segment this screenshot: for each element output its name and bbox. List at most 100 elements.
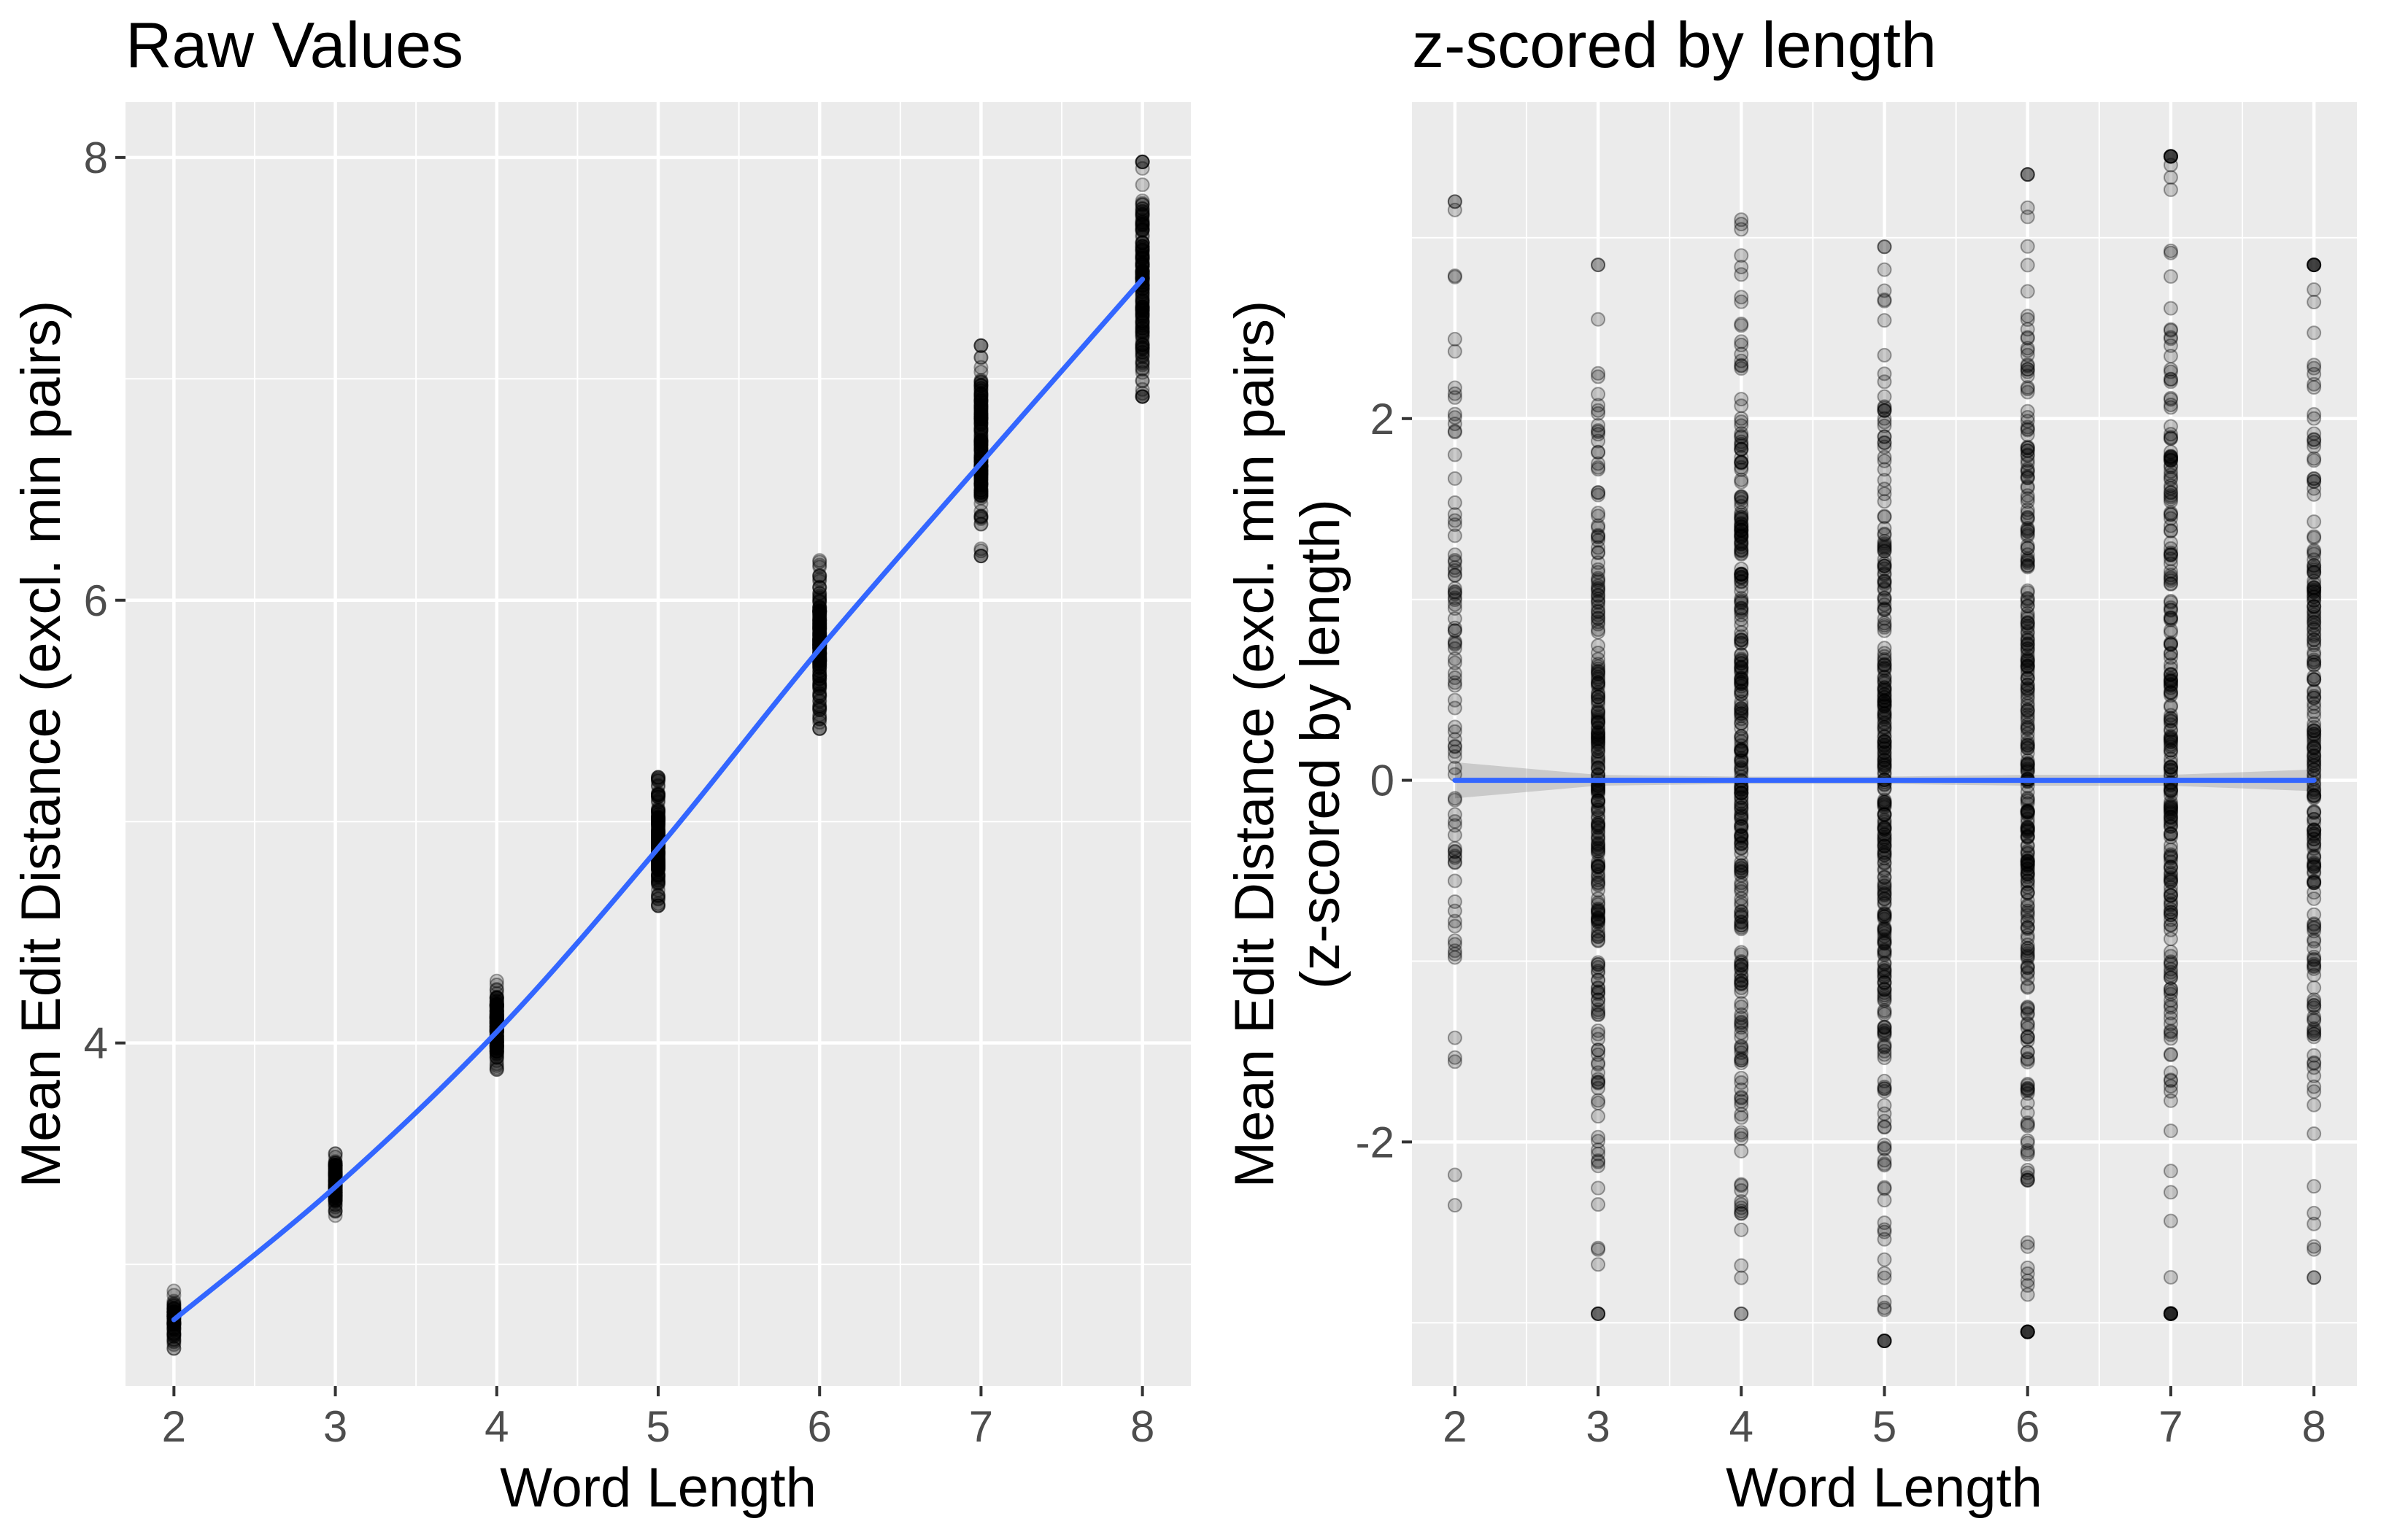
data-point	[2020, 284, 2035, 299]
data-point	[2307, 605, 2322, 620]
data-point	[651, 875, 665, 890]
data-point	[651, 858, 665, 873]
data-point	[1734, 697, 1749, 713]
data-point	[1877, 922, 1892, 937]
data-point	[1734, 601, 1749, 616]
data-point	[812, 571, 827, 587]
data-point	[489, 997, 504, 1013]
data-point	[1877, 752, 1892, 767]
data-point	[2020, 651, 2035, 666]
data-point	[1591, 859, 1606, 875]
data-point	[812, 590, 827, 606]
data-point	[812, 700, 827, 716]
data-point	[1447, 943, 1462, 959]
data-point	[489, 1041, 504, 1056]
data-point	[489, 1003, 504, 1018]
data-point	[1591, 638, 1606, 653]
data-point	[489, 1000, 504, 1015]
data-point	[812, 605, 827, 620]
data-point	[1591, 663, 1606, 678]
data-point	[489, 1013, 504, 1028]
data-point	[1135, 338, 1150, 353]
data-point	[1734, 517, 1749, 532]
data-point	[1877, 734, 1892, 749]
data-point	[1447, 637, 1462, 652]
data-point	[1135, 223, 1150, 238]
data-point	[651, 812, 665, 827]
data-point	[1877, 1043, 1892, 1059]
data-point	[1591, 667, 1606, 682]
data-point	[1877, 956, 1892, 972]
data-point	[1734, 660, 1749, 676]
data-point	[2020, 761, 2035, 776]
data-point	[2020, 558, 2035, 573]
data-point	[973, 338, 989, 353]
data-point	[1447, 894, 1462, 909]
data-point	[973, 398, 989, 413]
data-point	[1591, 816, 1606, 831]
data-point	[651, 898, 665, 913]
data-point	[1591, 901, 1606, 916]
data-point	[1135, 250, 1150, 266]
data-point	[651, 813, 665, 828]
data-point	[2163, 564, 2178, 579]
data-point	[1447, 620, 1462, 635]
data-point	[1877, 1193, 1892, 1208]
data-point	[166, 1332, 182, 1347]
data-point	[651, 806, 665, 821]
data-point	[1447, 331, 1462, 347]
data-point	[1591, 584, 1606, 599]
data-point	[1734, 454, 1749, 470]
data-point	[1734, 878, 1749, 893]
data-point	[1135, 313, 1150, 328]
data-point	[2020, 502, 2035, 517]
data-point	[1877, 411, 1892, 426]
data-point	[1734, 539, 1749, 554]
data-point	[1877, 716, 1892, 732]
data-point	[1734, 569, 1749, 584]
data-point	[651, 829, 665, 844]
data-point	[1447, 651, 1462, 667]
data-point	[1591, 697, 1606, 712]
data-point	[651, 813, 665, 828]
y-axis-title-line-2: (z-scored by length)	[1289, 499, 1351, 989]
data-point	[973, 432, 989, 447]
data-point	[1877, 1302, 1892, 1318]
data-point	[1734, 612, 1749, 627]
data-point	[1877, 653, 1892, 668]
data-point	[1734, 1025, 1749, 1040]
data-point	[1591, 1075, 1606, 1090]
data-point	[1591, 675, 1606, 690]
data-point	[2307, 487, 2322, 502]
data-point	[1135, 217, 1150, 233]
data-point	[1591, 1047, 1606, 1062]
data-point	[1877, 967, 1892, 982]
data-point	[1734, 594, 1749, 609]
data-point	[973, 468, 989, 484]
data-point	[812, 603, 827, 619]
data-point	[1135, 222, 1150, 237]
data-point	[1877, 1098, 1892, 1113]
data-point	[1877, 543, 1892, 559]
data-point	[651, 811, 665, 826]
data-point	[328, 1167, 343, 1183]
data-point	[1591, 1129, 1606, 1145]
data-point	[1135, 299, 1150, 314]
data-point	[1877, 676, 1892, 691]
data-point	[651, 770, 665, 785]
data-point	[1877, 283, 1892, 298]
data-point	[812, 603, 827, 619]
data-point	[1734, 527, 1749, 542]
data-point	[1877, 453, 1892, 468]
data-point	[812, 681, 827, 696]
data-point	[1591, 258, 1606, 273]
data-point	[1591, 905, 1606, 920]
data-point	[1734, 914, 1749, 929]
data-point	[1877, 878, 1892, 894]
data-point	[166, 1298, 182, 1313]
data-point	[1877, 911, 1892, 926]
data-point	[1734, 1131, 1749, 1146]
data-point	[812, 622, 827, 637]
data-point	[1135, 328, 1150, 344]
data-point	[651, 860, 665, 875]
